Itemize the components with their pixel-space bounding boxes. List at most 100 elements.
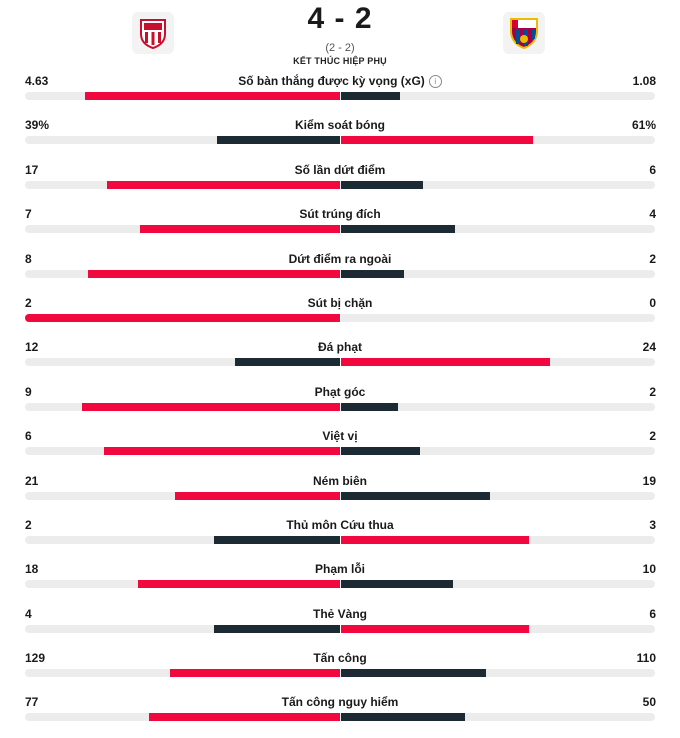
stat-label: Số bàn thắng được kỳ vọng (xG) i	[0, 74, 680, 88]
home-stat-bar-track	[25, 92, 340, 100]
stat-label-text: Việt vị	[322, 429, 358, 444]
stat-label: Kiểm soát bóng	[0, 118, 680, 132]
home-stat-bar-track	[25, 669, 340, 678]
home-stat-bar	[107, 180, 340, 189]
stat-row: 7 Sút trúng đích 4	[0, 205, 680, 249]
away-stat-bar	[341, 713, 465, 722]
stat-label: Tấn công	[0, 651, 680, 665]
home-stat-bar	[174, 491, 340, 500]
stat-row: 9 Phạt góc 2	[0, 383, 680, 427]
away-stat-value: 1.08	[632, 74, 656, 88]
home-stat-value: 17	[25, 162, 39, 177]
home-stat-bar	[214, 535, 340, 544]
stat-row: 6 Việt vị 2	[0, 427, 680, 471]
stat-row: 39% Kiểm soát bóng 61%	[0, 116, 680, 160]
stat-row: 12 Đá phạt 24	[0, 338, 680, 382]
home-stat-bar-track	[25, 225, 340, 234]
away-stat-bar-track	[341, 580, 655, 589]
away-stat-bar-track	[341, 92, 655, 100]
away-stat-value: 2	[649, 384, 656, 399]
away-stat-bar	[341, 402, 399, 411]
stat-row: 2 Thủ môn Cứu thua 3	[0, 516, 680, 560]
home-stat-value: 21	[25, 473, 39, 488]
away-team-crest-icon[interactable]	[503, 12, 545, 54]
home-stat-value: 39%	[25, 118, 50, 133]
away-stat-bar	[341, 358, 551, 367]
stat-label: Ném biên	[0, 474, 680, 488]
home-stat-value: 129	[25, 651, 46, 666]
away-stat-value: 4	[649, 207, 656, 222]
home-stat-value: 18	[25, 562, 39, 577]
home-stat-value: 2	[25, 295, 32, 310]
home-stat-value: 4.63	[25, 74, 49, 88]
home-stat-bar-track	[25, 491, 340, 500]
stat-label: Thủ môn Cứu thua	[0, 518, 680, 532]
home-stat-bar	[88, 269, 340, 278]
away-stat-value: 6	[649, 162, 656, 177]
stat-label: Đá phạt	[0, 340, 680, 354]
stat-label-text: Sút bị chặn	[307, 295, 373, 310]
match-score: 4 - 2	[307, 2, 373, 35]
away-stat-value: 2	[649, 429, 656, 444]
away-stat-bar-track	[341, 136, 655, 145]
home-stat-bar-track	[25, 402, 340, 411]
stat-row: 4.63 Số bàn thắng được kỳ vọng (xG) i 1.08	[0, 72, 680, 116]
home-team-crest-icon[interactable]	[132, 12, 174, 54]
stat-label-text: Phạm lỗi	[314, 562, 365, 577]
stat-label-text: Ném biên	[312, 473, 367, 488]
home-stat-bar-track	[25, 269, 340, 278]
away-stat-bar-track	[341, 269, 655, 278]
away-stat-bar	[341, 225, 456, 234]
away-stat-bar	[341, 269, 404, 278]
home-stat-value: 77	[25, 695, 39, 710]
stat-label-text: Phạt góc	[314, 384, 366, 399]
away-stat-value: 24	[642, 340, 656, 355]
away-stat-bar-track	[341, 447, 655, 456]
away-stat-value: 3	[649, 517, 656, 532]
home-stat-bar-track	[25, 535, 340, 544]
stats-list: 4.63 Số bàn thắng được kỳ vọng (xG) i 1.08 3…	[0, 72, 680, 738]
home-stat-bar-track	[25, 136, 340, 145]
home-stat-bar-track	[25, 180, 340, 189]
home-stat-bar-track	[25, 580, 340, 589]
away-stat-value: 2	[649, 251, 656, 266]
stat-row: 21 Ném biên 19	[0, 472, 680, 516]
home-stat-value: 6	[25, 429, 32, 444]
home-stat-bar	[217, 136, 340, 145]
stat-label-text: Số lần dứt điểm	[294, 162, 386, 177]
away-stat-bar-track	[341, 225, 655, 234]
info-icon[interactable]: i	[428, 75, 442, 88]
stat-label-text: Kiểm soát bóng	[294, 118, 385, 133]
away-stat-value: 110	[636, 651, 656, 666]
stat-label-text: Đá phạt	[317, 340, 362, 355]
home-stat-bar	[82, 402, 340, 411]
stat-row: 17 Số lần dứt điểm 6	[0, 161, 680, 205]
away-stat-bar-track	[341, 402, 655, 411]
away-stat-bar	[341, 491, 491, 500]
home-stat-value: 12	[25, 340, 39, 355]
home-stat-value: 9	[25, 384, 32, 399]
match-status: KẾT THÚC HIỆP PHỤ	[293, 56, 387, 66]
stat-label: Tấn công nguy hiểm	[0, 695, 680, 709]
home-stat-value: 2	[25, 517, 32, 532]
home-stat-value: 8	[25, 251, 32, 266]
away-stat-bar	[341, 669, 486, 678]
away-stat-bar	[341, 580, 454, 589]
stat-label: Việt vị	[0, 429, 680, 443]
stat-row: 18 Phạm lỗi 10	[0, 560, 680, 604]
home-stat-bar-track	[25, 447, 340, 456]
away-stat-bar-track	[341, 313, 655, 322]
stat-label: Số lần dứt điểm	[0, 163, 680, 177]
away-stat-bar-track	[341, 713, 655, 722]
home-stat-bar	[137, 580, 340, 589]
stat-label-text: Thủ môn Cứu thua	[286, 517, 394, 532]
away-stat-bar-track	[341, 669, 655, 678]
home-stat-bar	[149, 713, 340, 722]
away-stat-bar-track	[341, 358, 655, 367]
home-stat-bar	[214, 624, 340, 633]
away-stat-bar	[341, 535, 530, 544]
stat-label: Thẻ Vàng	[0, 607, 680, 621]
home-stat-bar-track	[25, 358, 340, 367]
away-stat-value: 19	[642, 473, 656, 488]
